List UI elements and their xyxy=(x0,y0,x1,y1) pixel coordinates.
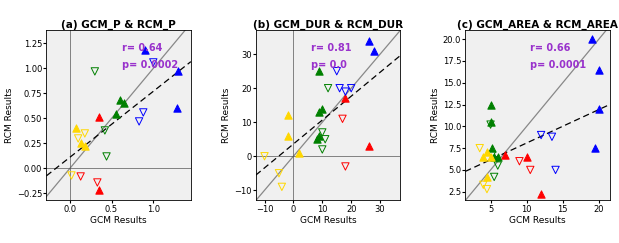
Point xyxy=(594,107,604,111)
Point xyxy=(482,187,492,191)
Point xyxy=(323,86,333,90)
Title: (a) GCM_P & RCM_P: (a) GCM_P & RCM_P xyxy=(61,20,176,30)
Point xyxy=(500,153,510,157)
Point xyxy=(277,185,287,189)
Point xyxy=(314,69,324,73)
Point xyxy=(318,130,327,134)
Point xyxy=(337,117,347,121)
Point xyxy=(363,144,373,148)
Point xyxy=(80,145,90,148)
Point xyxy=(526,168,535,172)
Point xyxy=(100,129,110,132)
Text: r= 0.64: r= 0.64 xyxy=(121,43,162,53)
Point xyxy=(320,137,330,141)
Text: p= 0.0001: p= 0.0001 xyxy=(530,60,586,70)
Point xyxy=(475,146,485,150)
Point xyxy=(94,115,104,119)
Point xyxy=(66,174,76,177)
X-axis label: GCM Results: GCM Results xyxy=(300,217,357,226)
Point xyxy=(514,159,524,163)
Point xyxy=(311,137,321,141)
Text: p= 0.0002: p= 0.0002 xyxy=(121,60,178,70)
Point xyxy=(587,37,597,41)
Title: (b) GCM_DUR & RCM_DUR: (b) GCM_DUR & RCM_DUR xyxy=(253,20,403,30)
Point xyxy=(486,155,496,159)
X-axis label: GCM Results: GCM Results xyxy=(509,217,566,226)
Point xyxy=(140,48,150,52)
Title: (c) GCM_AREA & RCM_AREA: (c) GCM_AREA & RCM_AREA xyxy=(457,20,618,30)
Point xyxy=(102,155,111,158)
Point xyxy=(76,174,85,178)
Point xyxy=(80,131,90,135)
Point xyxy=(340,90,350,94)
Point xyxy=(551,168,561,172)
Point xyxy=(274,171,284,175)
Point xyxy=(94,189,104,192)
Point xyxy=(489,175,499,179)
Point xyxy=(493,155,503,159)
Point xyxy=(486,120,496,124)
Point xyxy=(493,164,503,167)
Point xyxy=(92,181,102,184)
Point xyxy=(486,103,496,106)
Point xyxy=(73,137,83,140)
Point xyxy=(487,153,497,157)
Point xyxy=(149,61,158,64)
Point xyxy=(594,68,604,72)
Point xyxy=(547,135,557,139)
Point xyxy=(335,86,345,90)
X-axis label: GCM Results: GCM Results xyxy=(90,217,147,226)
Text: p= 0.0: p= 0.0 xyxy=(311,60,347,70)
Point xyxy=(173,69,183,73)
Point xyxy=(294,151,304,155)
Point xyxy=(171,106,181,110)
Point xyxy=(283,113,293,117)
Point xyxy=(482,151,492,155)
Point xyxy=(536,192,546,196)
Point xyxy=(332,69,342,73)
Point xyxy=(283,134,293,138)
Point xyxy=(489,155,499,159)
Point xyxy=(340,96,350,100)
Point xyxy=(591,146,600,150)
Point xyxy=(115,98,125,102)
Point xyxy=(314,134,324,138)
Point xyxy=(318,148,327,151)
Point xyxy=(111,113,121,116)
Point xyxy=(536,133,546,137)
Point xyxy=(314,110,324,114)
Point xyxy=(487,146,497,150)
Point xyxy=(486,123,496,127)
Y-axis label: RCM Results: RCM Results xyxy=(431,88,440,143)
Point xyxy=(370,49,379,53)
Text: r= 0.66: r= 0.66 xyxy=(530,43,571,53)
Point xyxy=(482,175,492,179)
Point xyxy=(478,155,488,159)
Point xyxy=(134,120,144,123)
Point xyxy=(346,86,356,90)
Text: r= 0.81: r= 0.81 xyxy=(311,43,351,53)
Point xyxy=(522,155,532,159)
Point xyxy=(138,111,148,114)
Point xyxy=(72,127,82,130)
Point xyxy=(363,39,373,43)
Point xyxy=(90,69,100,73)
Y-axis label: RCM Results: RCM Results xyxy=(222,88,232,143)
Point xyxy=(259,154,269,158)
Point xyxy=(119,102,129,105)
Point xyxy=(318,107,327,111)
Point xyxy=(478,183,488,187)
Y-axis label: RCM Results: RCM Results xyxy=(5,88,14,143)
Point xyxy=(76,141,85,145)
Point xyxy=(340,165,350,168)
